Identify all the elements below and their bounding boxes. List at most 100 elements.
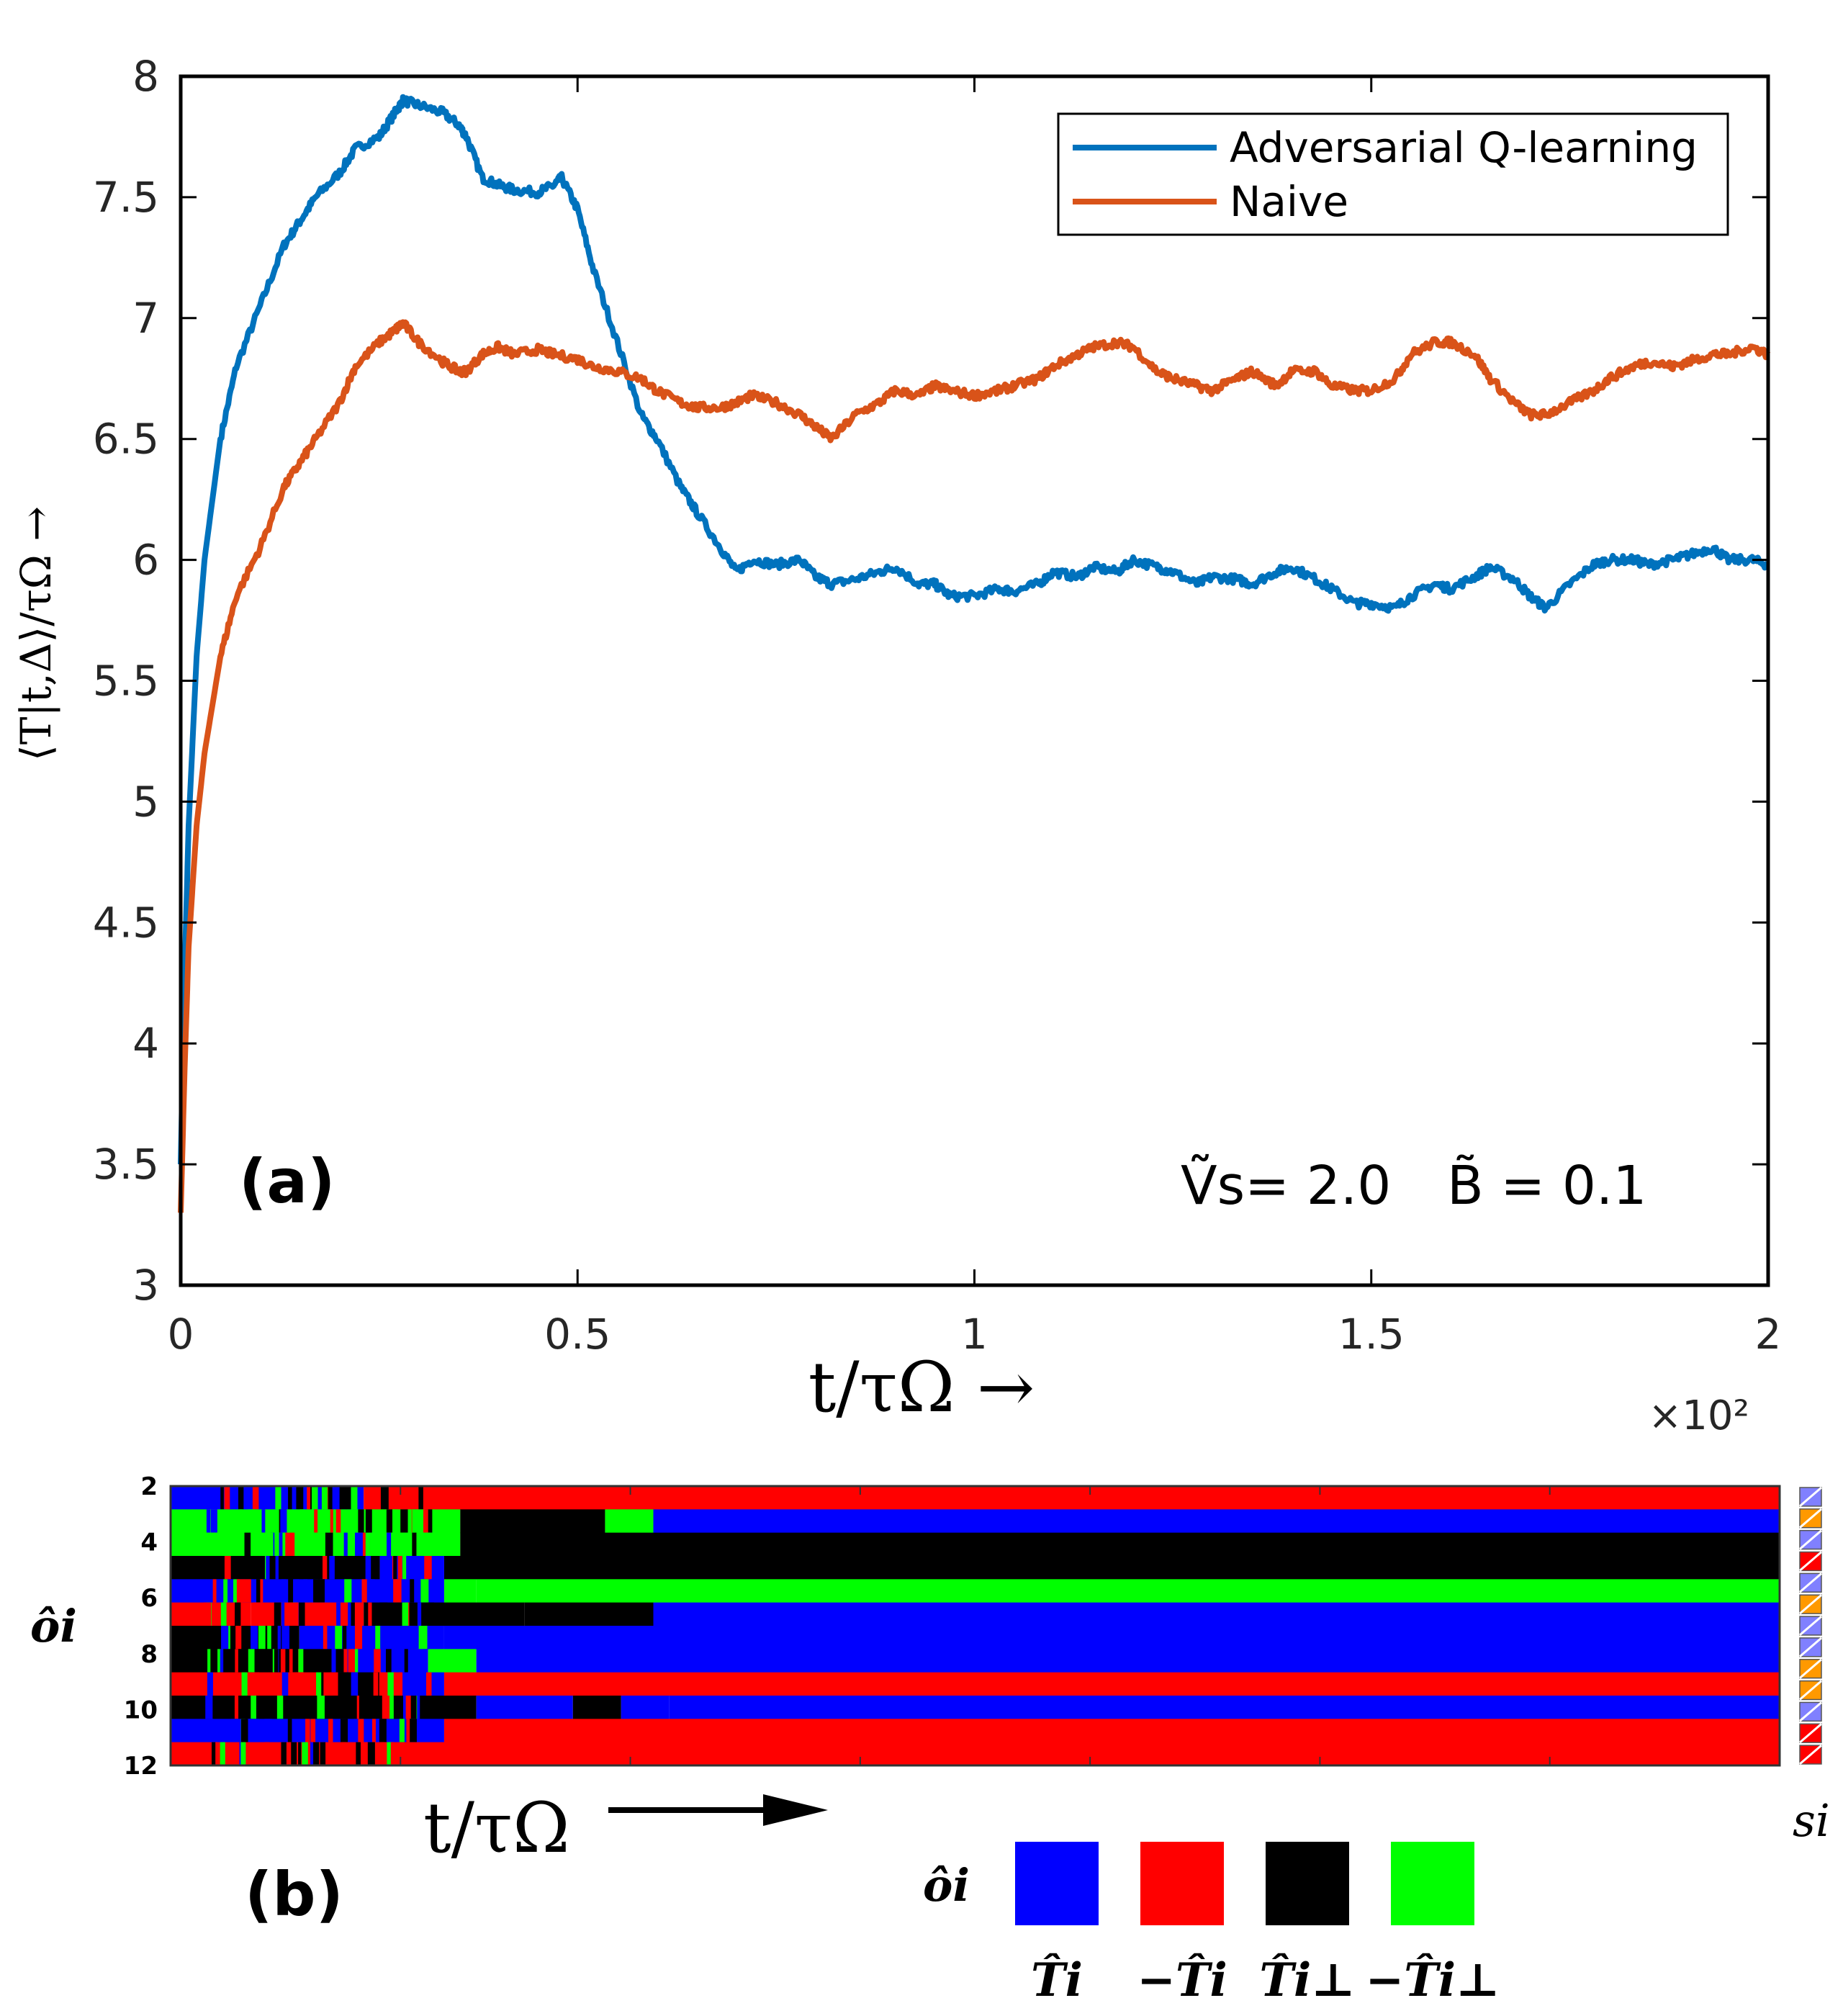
heatmap-flicker xyxy=(258,1626,266,1650)
heatmap-flicker xyxy=(316,1672,322,1696)
heatmap-flicker xyxy=(425,1509,433,1533)
heatmap-flicker xyxy=(373,1672,379,1696)
heatmap-flicker xyxy=(281,1672,289,1696)
heatmap-flicker xyxy=(235,1649,238,1673)
heatmap-flicker xyxy=(205,1696,213,1719)
side-marker-slash xyxy=(1799,1508,1822,1529)
heatmap-flicker xyxy=(281,1742,287,1765)
heatmap-flicker xyxy=(371,1556,375,1580)
heatmap-row-label: 4 xyxy=(140,1529,158,1557)
heatmap-flicker xyxy=(223,1579,228,1603)
heatmap-flicker xyxy=(252,1486,259,1510)
heatmap-flicker xyxy=(386,1509,392,1533)
heatmap-cell xyxy=(476,1579,1780,1603)
x-tick-label: 0.5 xyxy=(544,1310,610,1359)
heatmap-flicker xyxy=(239,1532,246,1556)
heatmap-flicker xyxy=(280,1649,286,1673)
panel-label-a: (a) xyxy=(239,1146,335,1217)
heatmap-cell xyxy=(653,1626,1780,1650)
heatmap-flicker xyxy=(247,1719,253,1742)
heatmap-flicker xyxy=(424,1556,432,1580)
heatmap-flicker xyxy=(296,1486,304,1510)
heatmap-flicker xyxy=(288,1486,292,1510)
heatmap-flicker xyxy=(380,1486,389,1510)
legend-box xyxy=(1057,112,1729,236)
legend-label-T: T̂i xyxy=(1031,1953,1083,2007)
heatmap-flicker xyxy=(298,1742,302,1765)
heatmap-y-label: ôi xyxy=(30,1600,77,1652)
heatmap-flicker xyxy=(425,1672,432,1696)
heatmap-flicker xyxy=(277,1626,281,1650)
y-tick-label: 7 xyxy=(132,294,159,343)
heatmap-flicker xyxy=(206,1509,211,1533)
heatmap-flicker xyxy=(320,1742,326,1765)
heatmap-flicker xyxy=(413,1626,419,1650)
heatmap-flicker xyxy=(294,1672,302,1696)
heatmap-cell xyxy=(653,1672,1780,1696)
heatmap-cell xyxy=(443,1719,1780,1743)
heatmap-flicker xyxy=(328,1486,333,1510)
heatmap-flicker xyxy=(406,1672,412,1696)
heatmap-flicker xyxy=(298,1602,305,1626)
heatmap-row-label: 8 xyxy=(140,1640,158,1669)
heatmap-flicker xyxy=(221,1626,229,1650)
heatmap-flicker xyxy=(375,1626,381,1650)
heatmap-flicker xyxy=(291,1742,297,1765)
heatmap-ticks: 2 4 6 8 10 12 xyxy=(124,1472,1551,1781)
heatmap-flicker xyxy=(351,1509,359,1533)
heatmap-flicker xyxy=(428,1602,434,1626)
heatmap-flicker xyxy=(290,1532,295,1556)
heatmap-flicker xyxy=(371,1719,376,1742)
y-tick-label: 4.5 xyxy=(93,898,159,947)
heatmap-flicker xyxy=(207,1626,215,1650)
legend: Adversarial Q-learning Naive xyxy=(1057,112,1729,236)
heatmap-rows xyxy=(171,1486,1780,1766)
y-tick-label: 5.5 xyxy=(93,657,159,706)
arrow-right-icon xyxy=(608,1794,828,1826)
heatmap-flicker xyxy=(323,1626,328,1650)
side-marker-slash xyxy=(1799,1615,1822,1637)
heatmap-flicker xyxy=(379,1742,385,1765)
heatmap-cell xyxy=(171,1556,380,1580)
side-marker-slash xyxy=(1799,1572,1822,1593)
heatmap-flicker xyxy=(281,1626,290,1650)
heatmap-cell xyxy=(443,1672,654,1696)
heatmap-flicker xyxy=(342,1626,347,1650)
series-line-adversarial xyxy=(178,94,1770,1165)
color-legend-title: ôi xyxy=(923,1859,970,1912)
heatmap-flicker xyxy=(248,1509,255,1533)
side-marker-slash xyxy=(1799,1680,1822,1701)
heatmap-cell xyxy=(653,1649,1780,1673)
heatmap-flicker xyxy=(330,1509,333,1533)
heatmap-cell xyxy=(428,1649,477,1673)
heatmap-flicker xyxy=(360,1742,367,1765)
legend-swatch-mTp xyxy=(1391,1842,1474,1925)
heatmap-flicker xyxy=(208,1719,214,1742)
heatmap-cell xyxy=(476,1649,654,1673)
heatmap-cell xyxy=(460,1509,605,1534)
heatmap-flicker xyxy=(241,1672,248,1696)
heatmap-cell xyxy=(653,1602,1780,1626)
heatmap-flicker xyxy=(289,1649,293,1673)
heatmap-cell xyxy=(572,1696,621,1719)
heatmap-flicker xyxy=(275,1486,281,1510)
x-tick-label: 1.5 xyxy=(1338,1310,1405,1359)
heatmap-cell xyxy=(364,1602,525,1626)
legend-label-adversarial: Adversarial Q-learning xyxy=(1230,123,1698,172)
heatmap-flicker xyxy=(387,1532,392,1556)
side-marker-slash xyxy=(1799,1486,1822,1507)
heatmap-flicker xyxy=(335,1509,341,1533)
heatmap-cell xyxy=(605,1509,654,1534)
heatmap-flicker xyxy=(281,1579,287,1603)
heatmap-flicker xyxy=(302,1742,308,1765)
heatmap-cell xyxy=(379,1556,444,1580)
side-marker-slash xyxy=(1799,1551,1822,1572)
heatmap-flicker xyxy=(382,1579,386,1603)
heatmap-flicker xyxy=(409,1719,417,1742)
heatmap-flicker xyxy=(397,1556,402,1580)
heatmap-flicker xyxy=(351,1696,357,1719)
heatmap-flicker xyxy=(329,1556,335,1580)
x-tick-label: 2 xyxy=(1755,1310,1782,1359)
heatmap-row-label: 6 xyxy=(140,1584,158,1613)
heatmap-flicker xyxy=(351,1672,354,1696)
